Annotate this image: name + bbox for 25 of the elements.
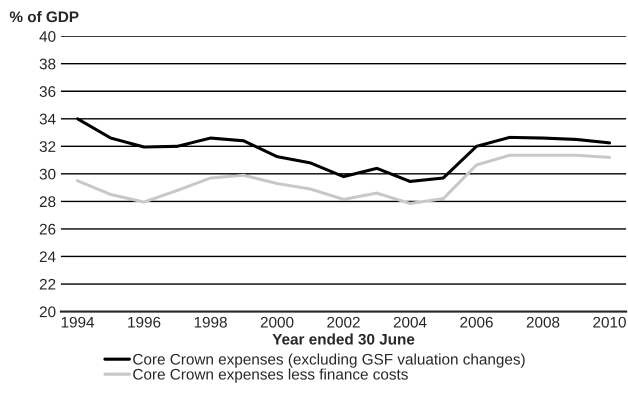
x-tick-label: 2010 bbox=[593, 316, 626, 328]
y-tick-label: 32 bbox=[40, 141, 56, 152]
legend-label: Core Crown expenses (excluding GSF valuation changes) bbox=[133, 353, 525, 368]
x-tick-label: 1996 bbox=[128, 316, 160, 328]
y-axis-title: % of GDP bbox=[10, 10, 78, 22]
y-tick-label: 36 bbox=[40, 86, 56, 97]
x-tick-label: 2008 bbox=[526, 316, 560, 328]
x-tick-label: 1994 bbox=[62, 316, 94, 328]
y-tick-label: 20 bbox=[40, 306, 56, 318]
y-tick-label: 28 bbox=[40, 196, 56, 208]
line-series bbox=[76, 154, 612, 205]
legend-label: Core Crown expenses less finance costs bbox=[133, 368, 408, 383]
y-tick-label: 30 bbox=[40, 168, 56, 180]
x-tick-label: 2002 bbox=[327, 316, 360, 328]
x-tick-label: 2004 bbox=[394, 316, 427, 328]
x-tick-label: 2000 bbox=[260, 316, 294, 328]
y-tick-label: 26 bbox=[40, 224, 56, 235]
x-tick-label: 2006 bbox=[460, 316, 493, 328]
y-tick-label: 22 bbox=[40, 278, 56, 290]
y-tick-label: 38 bbox=[40, 58, 56, 70]
y-tick-label: 24 bbox=[40, 251, 56, 262]
y-tick-label: 34 bbox=[40, 114, 56, 124]
x-axis-title: Year ended 30 June bbox=[272, 333, 414, 345]
y-tick-label: 40 bbox=[39, 31, 56, 42]
x-tick-label: 1998 bbox=[194, 316, 227, 328]
